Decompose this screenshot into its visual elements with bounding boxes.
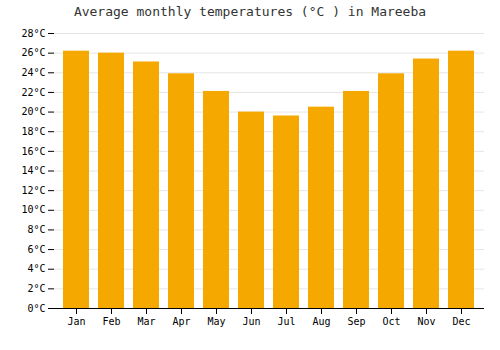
svg-text:Mar: Mar (137, 316, 155, 327)
svg-text:6°C: 6°C (27, 244, 45, 255)
svg-text:Dec: Dec (452, 316, 470, 327)
svg-text:16°C: 16°C (21, 146, 45, 157)
svg-text:Jul: Jul (277, 316, 295, 327)
svg-text:8°C: 8°C (27, 224, 45, 235)
svg-text:0°C: 0°C (27, 303, 45, 314)
svg-text:4°C: 4°C (27, 263, 45, 274)
svg-text:Nov: Nov (417, 316, 435, 327)
svg-text:20°C: 20°C (21, 106, 45, 117)
svg-text:Feb: Feb (102, 316, 120, 327)
svg-text:26°C: 26°C (21, 47, 45, 58)
svg-text:10°C: 10°C (21, 204, 45, 215)
svg-text:2°C: 2°C (27, 283, 45, 294)
svg-text:Jan: Jan (67, 316, 85, 327)
svg-text:28°C: 28°C (21, 28, 45, 39)
svg-text:18°C: 18°C (21, 126, 45, 137)
svg-text:Apr: Apr (172, 316, 190, 327)
svg-text:Sep: Sep (347, 316, 365, 327)
html-text:Average monthly temperatures (: Average monthly temperatures (°C ) in Ma… (73, 4, 427, 19)
svg-text:May: May (207, 316, 225, 327)
svg-text:Jun: Jun (242, 316, 260, 327)
svg-text:24°C: 24°C (21, 67, 45, 78)
svg-text:12°C: 12°C (21, 185, 45, 196)
svg-text:Oct: Oct (382, 316, 400, 327)
svg-text:22°C: 22°C (21, 87, 45, 98)
svg-text:Aug: Aug (312, 316, 330, 327)
svg-text:14°C: 14°C (21, 165, 45, 176)
